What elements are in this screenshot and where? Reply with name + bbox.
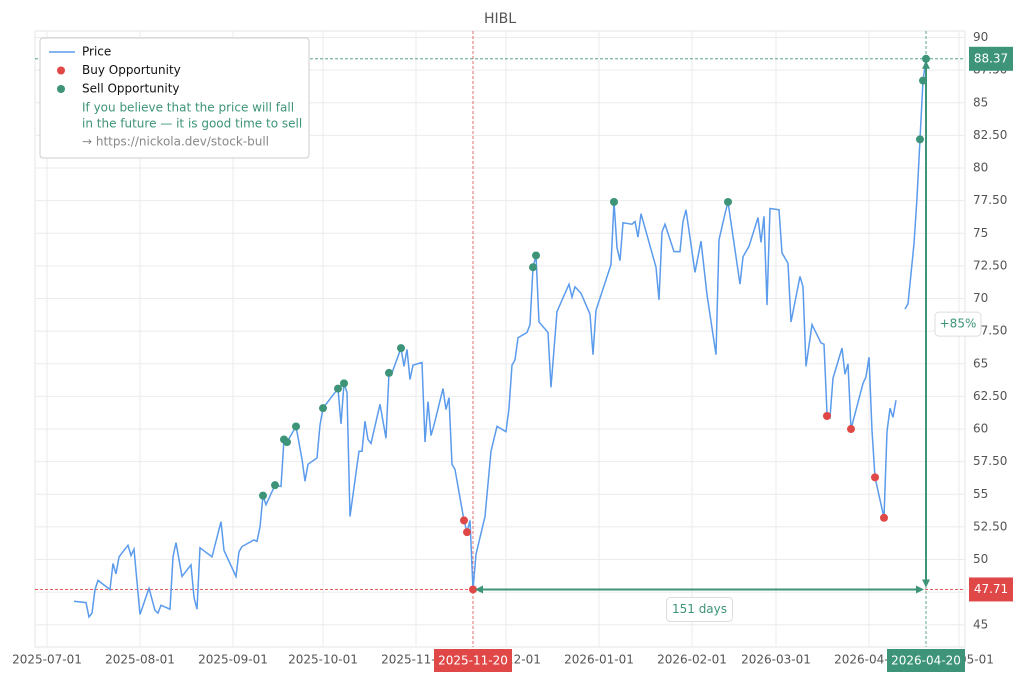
y-tick-label: 72.50 bbox=[973, 258, 1007, 272]
x-tick-label: 2026-04-01 bbox=[834, 653, 904, 667]
y-tick-label: 55 bbox=[973, 487, 988, 501]
x-tick-label: 2025-07-01 bbox=[12, 653, 82, 667]
y-tick-label: 65 bbox=[973, 356, 988, 370]
legend-note: If you believe that the price will fall bbox=[82, 101, 294, 115]
change-label: +85% bbox=[940, 317, 977, 331]
buy-value-badge bbox=[969, 577, 1013, 602]
buy-date-badge bbox=[434, 649, 512, 672]
y-tick-label: 60 bbox=[973, 422, 988, 436]
x-tick-label: 2026-02-01 bbox=[657, 653, 727, 667]
opportunity-point bbox=[469, 585, 477, 594]
opportunity-point bbox=[871, 473, 879, 482]
y-tick-label: 77.50 bbox=[973, 193, 1007, 207]
x-tick-label: 2026-01-01 bbox=[564, 653, 634, 667]
opportunity-point bbox=[880, 513, 888, 522]
opportunity-point bbox=[319, 404, 327, 413]
opportunity-point bbox=[532, 251, 540, 260]
buy-value-label: 47.71 bbox=[974, 582, 1008, 596]
legend-swatch bbox=[57, 85, 65, 93]
chart-title: HIBL bbox=[484, 11, 516, 27]
arrow-head bbox=[922, 60, 930, 69]
y-tick-label: 52.50 bbox=[973, 519, 1007, 533]
buy-date-label: 2025-11-20 bbox=[438, 654, 508, 668]
y-tick-label: 75 bbox=[973, 226, 988, 240]
sell-date-badge bbox=[887, 649, 965, 672]
opportunity-point bbox=[529, 263, 537, 272]
opportunity-point bbox=[259, 491, 267, 500]
duration-box bbox=[666, 596, 733, 622]
y-tick-label: 67.50 bbox=[973, 324, 1007, 338]
y-tick-label: 70 bbox=[973, 291, 988, 305]
legend-label: Price bbox=[82, 45, 111, 59]
arrow-head bbox=[916, 585, 924, 594]
legend-link: → https://nickola.dev/stock-bull bbox=[82, 135, 269, 149]
sell-value-badge bbox=[969, 46, 1013, 71]
legend-box bbox=[39, 37, 310, 159]
opportunity-point bbox=[271, 481, 279, 490]
legend-note: in the future — it is good time to sell bbox=[82, 117, 302, 131]
legend-label: Buy Opportunity bbox=[82, 63, 181, 77]
arrow-head bbox=[475, 585, 483, 594]
opportunity-point bbox=[334, 384, 342, 393]
x-tick-label: 2025-08-01 bbox=[105, 653, 175, 667]
y-tick-label: 57.50 bbox=[973, 454, 1007, 468]
opportunity-point bbox=[292, 422, 300, 431]
opportunity-point bbox=[610, 197, 618, 206]
x-tick-label: 2025-09-01 bbox=[198, 653, 268, 667]
opportunity-point bbox=[460, 516, 468, 525]
opportunity-point bbox=[283, 438, 291, 447]
opportunity-point bbox=[724, 197, 732, 206]
opportunity-point bbox=[340, 379, 348, 388]
x-tick-label: 2026-03-01 bbox=[741, 653, 811, 667]
y-tick-label: 80 bbox=[973, 161, 988, 175]
opportunity-point bbox=[916, 135, 924, 144]
legend: Price Buy Opportunity Sell Opportunity If y… bbox=[39, 37, 310, 159]
y-tick-label: 90 bbox=[973, 30, 988, 44]
y-tick-label: 62.50 bbox=[973, 389, 1007, 403]
opportunity-point bbox=[847, 425, 855, 434]
opportunity-point bbox=[385, 368, 393, 377]
legend-label: Sell Opportunity bbox=[82, 82, 180, 96]
x-tick-label: 2025-10-01 bbox=[288, 653, 358, 667]
change-box bbox=[934, 311, 982, 337]
sell-value-label: 88.37 bbox=[974, 51, 1008, 65]
legend-swatch bbox=[57, 66, 65, 75]
y-tick-label: 85 bbox=[973, 95, 988, 109]
plot-area bbox=[34, 30, 966, 648]
arrow-head bbox=[922, 579, 930, 588]
sell-date-label: 2026-04-20 bbox=[891, 654, 961, 668]
duration-label: 151 days bbox=[672, 602, 727, 616]
opportunity-point bbox=[823, 412, 831, 420]
y-tick-label: 82.50 bbox=[973, 128, 1007, 142]
y-tick-label: 50 bbox=[973, 552, 988, 566]
opportunity-point bbox=[397, 344, 405, 353]
opportunity-point bbox=[922, 54, 930, 63]
opportunity-point bbox=[463, 528, 471, 537]
y-tick-label: 45 bbox=[973, 617, 988, 631]
x-tick-label: 2025-11-01 bbox=[381, 653, 451, 667]
